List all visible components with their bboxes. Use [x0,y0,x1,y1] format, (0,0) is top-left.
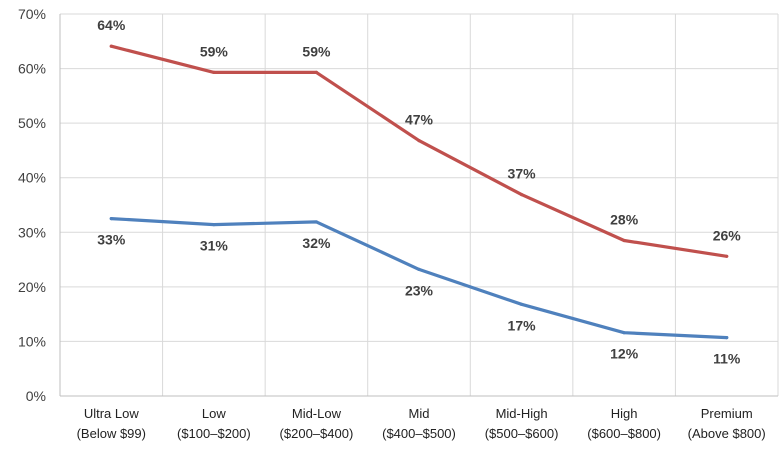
series-lines [109,44,729,340]
data-label: 47% [405,112,434,128]
y-tick-label: 50% [18,115,46,131]
data-point [725,336,729,340]
y-axis-ticks: 0% 10% 20% 30% 40% 50% 60% 70% [18,6,46,404]
data-label: 33% [97,232,126,248]
x-tick-label: ($400–$500) [382,426,456,441]
data-label: 59% [302,43,331,59]
data-point [212,70,216,74]
data-label: 17% [508,317,537,333]
data-point [417,139,421,143]
data-point [725,254,729,258]
x-axis-ticks: Ultra Low (Below $99) Low ($100–$200) Mid-Lo… [77,406,766,441]
data-point [519,193,524,197]
data-point [109,217,113,221]
x-tick-label: (Below $99) [77,426,146,441]
x-tick-label: ($500–$600) [485,426,559,441]
x-tick-label: ($600–$800) [587,426,661,441]
data-label: 11% [713,351,741,367]
data-label: 23% [405,282,434,298]
x-tick-label: Low [202,406,226,421]
data-point [109,44,113,48]
data-label: 59% [200,43,229,59]
y-tick-label: 70% [18,6,46,22]
y-tick-label: 0% [26,388,46,404]
x-tick-label: High [611,406,638,421]
axes [59,14,778,397]
x-tick-label: ($200–$400) [280,426,354,441]
data-point [622,238,626,243]
x-tick-label: Premium [701,406,753,421]
data-label: 37% [508,166,537,182]
data-labels: 64% 59% 59% 47% 37% 28% 26% 33% 31% 32% 23% 17% 12% 1… [97,17,741,366]
x-tick-label: Mid [409,406,430,421]
y-tick-label: 10% [18,333,46,349]
data-point [622,331,626,335]
data-label: 31% [200,238,229,254]
data-label: 12% [610,346,639,362]
y-tick-label: 60% [18,61,46,77]
data-point [417,267,421,271]
data-point [314,70,319,74]
x-tick-label: Mid-High [496,406,548,421]
data-label: 64% [97,17,126,33]
data-label: 28% [610,211,639,227]
y-tick-label: 20% [18,279,46,295]
data-label: 26% [713,227,742,243]
data-point [314,220,319,224]
data-label: 32% [302,235,331,251]
x-tick-label: ($100–$200) [177,426,251,441]
x-tick-label: (Above $800) [688,426,766,441]
y-tick-label: 30% [18,224,46,240]
series-line-1 [109,217,729,340]
x-tick-label: Ultra Low [84,406,140,421]
gridlines [59,13,779,396]
data-point [519,302,524,306]
data-point [212,223,216,227]
x-tick-label: Mid-Low [292,406,342,421]
y-tick-label: 40% [18,170,46,186]
